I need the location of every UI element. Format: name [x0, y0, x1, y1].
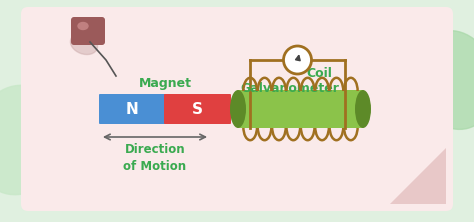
- FancyBboxPatch shape: [99, 94, 166, 124]
- Ellipse shape: [355, 90, 371, 128]
- Circle shape: [283, 46, 311, 74]
- FancyBboxPatch shape: [164, 94, 231, 124]
- Text: S: S: [192, 101, 203, 117]
- Ellipse shape: [78, 22, 88, 30]
- Text: Magnet: Magnet: [138, 77, 191, 90]
- Ellipse shape: [230, 90, 246, 128]
- Text: N: N: [126, 101, 139, 117]
- Text: Coil: Coil: [306, 67, 332, 80]
- Text: Direction
of Motion: Direction of Motion: [123, 143, 187, 173]
- FancyBboxPatch shape: [71, 17, 105, 45]
- Polygon shape: [390, 148, 446, 204]
- Ellipse shape: [71, 34, 98, 55]
- Ellipse shape: [414, 31, 474, 129]
- Text: Galvanometer: Galvanometer: [240, 82, 339, 95]
- Ellipse shape: [0, 85, 64, 195]
- FancyBboxPatch shape: [21, 7, 453, 211]
- Bar: [238, 90, 363, 128]
